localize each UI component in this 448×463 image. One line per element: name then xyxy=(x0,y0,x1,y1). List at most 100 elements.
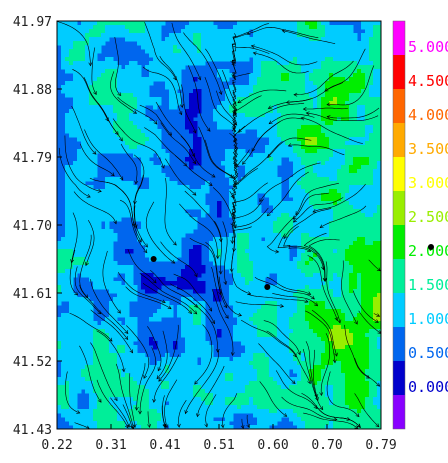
heatmap-cell xyxy=(357,229,362,234)
heatmap-cell xyxy=(105,113,110,118)
heatmap-cell xyxy=(337,109,342,114)
heatmap-cell xyxy=(293,33,298,38)
heatmap-cell xyxy=(237,53,242,58)
heatmap-cell xyxy=(357,45,362,50)
heatmap-cell xyxy=(245,285,250,290)
heatmap-cell xyxy=(69,121,74,126)
heatmap-cell xyxy=(185,229,190,234)
heatmap-cell xyxy=(177,221,182,226)
heatmap-cell xyxy=(329,189,334,194)
heatmap-cell xyxy=(85,221,90,226)
heatmap-cell xyxy=(221,117,226,122)
heatmap-cell xyxy=(149,133,154,138)
heatmap-cell xyxy=(253,325,258,330)
heatmap-cell xyxy=(341,313,346,318)
heatmap-cell xyxy=(117,105,122,110)
heatmap-cell xyxy=(309,69,314,74)
heatmap-cell xyxy=(261,33,266,38)
heatmap-cell xyxy=(277,273,282,278)
heatmap-cell xyxy=(349,329,354,334)
heatmap-cell xyxy=(273,157,278,162)
heatmap-cell xyxy=(345,57,350,62)
heatmap-cell xyxy=(249,305,254,310)
heatmap-cell xyxy=(297,161,302,166)
heatmap-cell xyxy=(117,117,122,122)
heatmap-cell xyxy=(281,153,286,158)
heatmap-cell xyxy=(161,181,166,186)
heatmap-cell xyxy=(377,177,381,182)
heatmap-cell xyxy=(341,141,346,146)
heatmap-cell xyxy=(229,89,234,94)
heatmap-cell xyxy=(109,253,114,258)
heatmap-cell xyxy=(245,113,250,118)
heatmap-cell xyxy=(85,177,90,182)
heatmap-cell xyxy=(145,29,150,34)
heatmap-cell xyxy=(261,337,266,342)
heatmap-cell xyxy=(241,153,246,158)
heatmap-cell xyxy=(85,65,90,70)
heatmap-cell xyxy=(245,233,250,238)
heatmap-cell xyxy=(97,197,102,202)
heatmap-cell xyxy=(201,281,206,286)
heatmap-cell xyxy=(285,281,290,286)
heatmap-cell xyxy=(253,33,258,38)
heatmap-cell xyxy=(81,85,86,90)
heatmap-cell xyxy=(353,217,358,222)
heatmap-cell xyxy=(337,269,342,274)
heatmap-cell xyxy=(325,57,330,62)
heatmap-cell xyxy=(237,49,242,54)
heatmap-cell xyxy=(269,257,274,262)
heatmap-cell xyxy=(153,229,158,234)
heatmap-cell xyxy=(337,229,342,234)
heatmap-cell xyxy=(325,329,330,334)
heatmap-cell xyxy=(277,289,282,294)
heatmap-cell xyxy=(329,217,334,222)
heatmap-cell xyxy=(109,205,114,210)
heatmap-cell xyxy=(301,121,306,126)
heatmap-cell xyxy=(69,293,74,298)
heatmap-cell xyxy=(293,257,298,262)
heatmap-cell xyxy=(265,37,270,42)
heatmap-cell xyxy=(261,77,266,82)
heatmap-cell xyxy=(365,261,370,266)
heatmap-cell xyxy=(233,289,238,294)
heatmap-cell xyxy=(181,189,186,194)
heatmap-cell xyxy=(297,325,302,330)
heatmap-cell xyxy=(313,113,318,118)
heatmap-cell xyxy=(93,137,98,142)
heatmap-cell xyxy=(297,305,302,310)
heatmap-cell xyxy=(173,69,178,74)
heatmap-cell xyxy=(361,277,366,282)
heatmap-cell xyxy=(365,145,370,150)
heatmap-cell xyxy=(141,89,146,94)
heatmap-cell xyxy=(353,273,358,278)
heatmap-cell xyxy=(225,253,230,258)
heatmap-cell xyxy=(101,89,106,94)
heatmap-cell xyxy=(377,25,381,30)
heatmap-cell xyxy=(57,301,62,306)
heatmap-cell xyxy=(241,237,246,242)
heatmap-cell xyxy=(253,213,258,218)
heatmap-cell xyxy=(77,65,82,70)
heatmap-cell xyxy=(265,193,270,198)
heatmap-cell xyxy=(297,193,302,198)
heatmap-cell xyxy=(253,93,258,98)
heatmap-cell xyxy=(181,45,186,50)
heatmap-cell xyxy=(289,101,294,106)
heatmap-cell xyxy=(345,189,350,194)
heatmap-cell xyxy=(137,193,142,198)
heatmap-cell xyxy=(337,73,342,78)
heatmap-cell xyxy=(361,145,366,150)
heatmap-cell xyxy=(325,81,330,86)
heatmap-cell xyxy=(113,109,118,114)
heatmap-cell xyxy=(77,209,82,214)
heatmap-cell xyxy=(217,329,222,334)
heatmap-cell xyxy=(281,85,286,90)
heatmap-cell xyxy=(81,121,86,126)
heatmap-cell xyxy=(333,193,338,198)
heatmap-cell xyxy=(273,253,278,258)
heatmap-cell xyxy=(297,329,302,334)
heatmap-cell xyxy=(165,241,170,246)
heatmap-cell xyxy=(353,173,358,178)
heatmap-cell xyxy=(253,65,258,70)
